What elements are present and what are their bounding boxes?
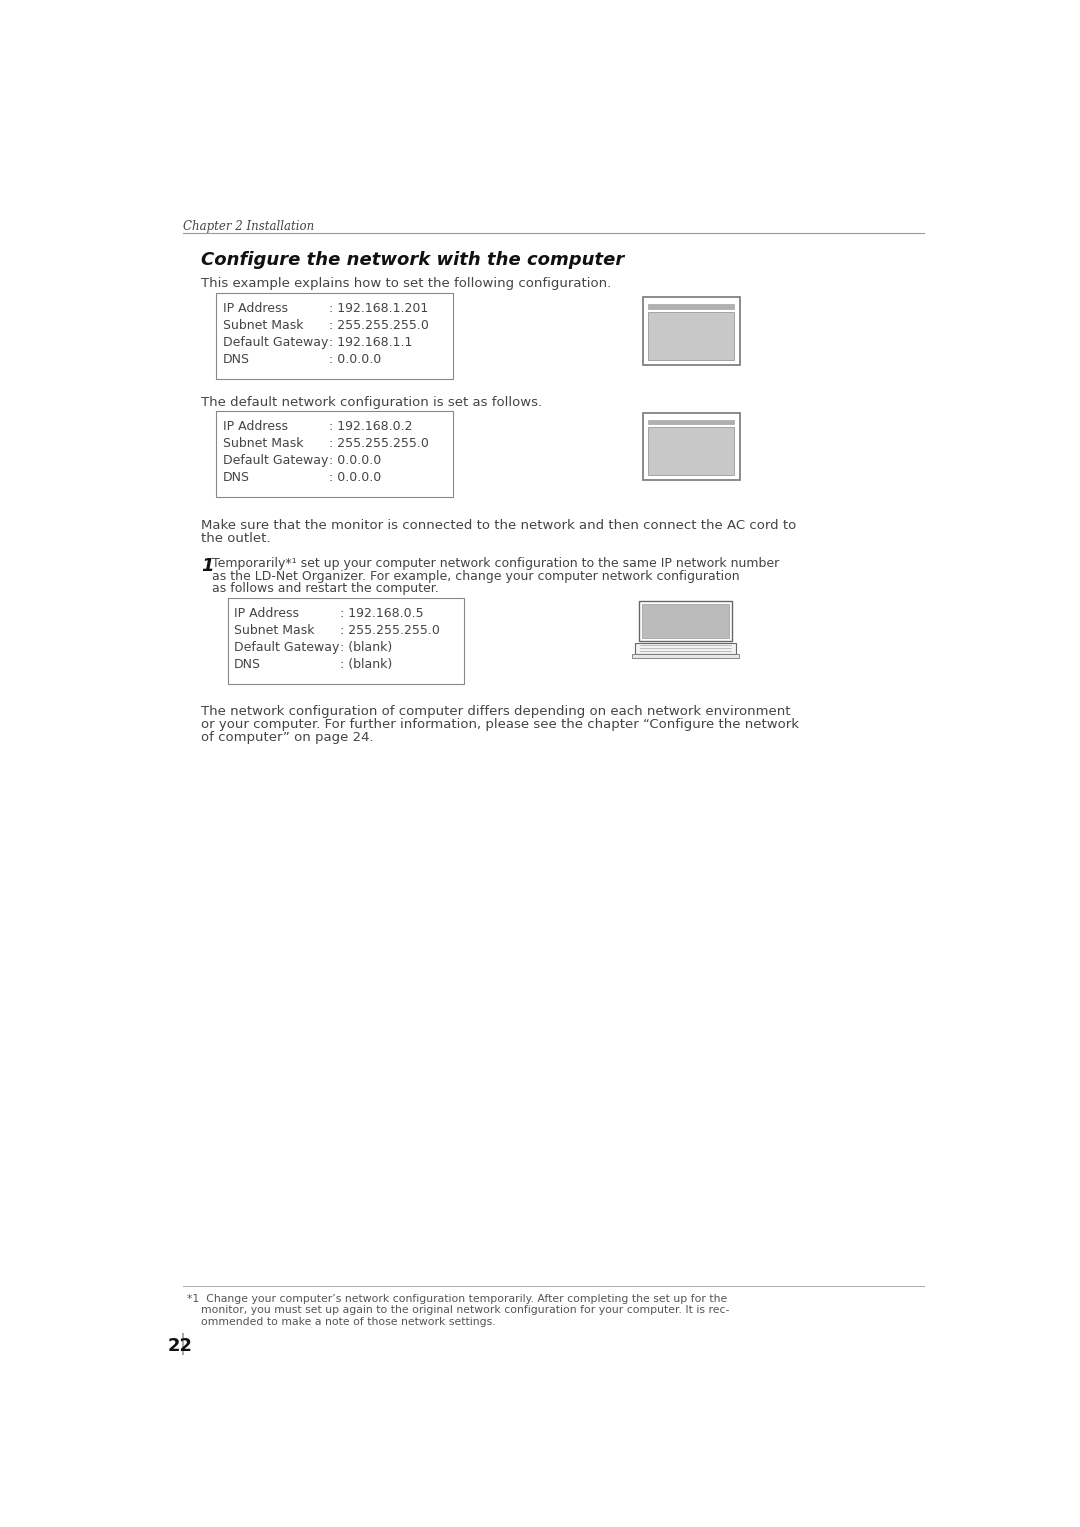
Text: 1: 1 bbox=[201, 557, 214, 576]
Text: of computer” on page 24.: of computer” on page 24. bbox=[201, 731, 374, 745]
Text: monitor, you must set up again to the original network configuration for your co: monitor, you must set up again to the or… bbox=[187, 1306, 729, 1315]
Text: IP Address: IP Address bbox=[234, 606, 299, 620]
Text: : 0.0.0.0: : 0.0.0.0 bbox=[328, 454, 381, 467]
Bar bbox=[648, 420, 734, 425]
Text: DNS: DNS bbox=[234, 658, 261, 670]
Text: as follows and restart the computer.: as follows and restart the computer. bbox=[213, 582, 440, 596]
Text: Default Gateway: Default Gateway bbox=[222, 454, 328, 467]
Text: : 255.255.255.0: : 255.255.255.0 bbox=[328, 319, 429, 331]
Text: This example explains how to set the following configuration.: This example explains how to set the fol… bbox=[201, 278, 611, 290]
Text: Default Gateway: Default Gateway bbox=[222, 336, 328, 348]
Bar bbox=[642, 605, 729, 638]
Bar bbox=[228, 597, 464, 684]
Text: : (blank): : (blank) bbox=[340, 658, 393, 670]
Text: Make sure that the monitor is connected to the network and then connect the AC c: Make sure that the monitor is connected … bbox=[201, 519, 796, 531]
Text: *1  Change your computer’s network configuration temporarily. After completing t: *1 Change your computer’s network config… bbox=[187, 1293, 727, 1304]
Text: Subnet Mask: Subnet Mask bbox=[222, 437, 303, 450]
Text: The network configuration of computer differs depending on each network environm: The network configuration of computer di… bbox=[201, 705, 791, 718]
Text: The default network configuration is set as follows.: The default network configuration is set… bbox=[201, 395, 542, 409]
Text: DNS: DNS bbox=[222, 353, 249, 365]
Bar bbox=[632, 654, 739, 658]
Text: Chapter 2 Installation: Chapter 2 Installation bbox=[183, 220, 314, 234]
Text: Default Gateway: Default Gateway bbox=[234, 641, 339, 654]
Text: the outlet.: the outlet. bbox=[201, 531, 270, 545]
Text: 22: 22 bbox=[167, 1336, 192, 1354]
Text: : 192.168.1.1: : 192.168.1.1 bbox=[328, 336, 413, 348]
Text: : 255.255.255.0: : 255.255.255.0 bbox=[328, 437, 429, 450]
Text: Configure the network with the computer: Configure the network with the computer bbox=[201, 250, 624, 269]
Bar bbox=[643, 412, 740, 481]
Bar bbox=[648, 428, 734, 475]
Text: : 192.168.0.5: : 192.168.0.5 bbox=[340, 606, 424, 620]
Text: : 0.0.0.0: : 0.0.0.0 bbox=[328, 472, 381, 484]
Text: Temporarily*¹ set up your computer network configuration to the same IP network : Temporarily*¹ set up your computer netwo… bbox=[213, 557, 780, 571]
Text: : 0.0.0.0: : 0.0.0.0 bbox=[328, 353, 381, 365]
Bar bbox=[638, 602, 732, 641]
Bar bbox=[216, 293, 453, 379]
Text: Subnet Mask: Subnet Mask bbox=[234, 623, 314, 637]
Text: : (blank): : (blank) bbox=[340, 641, 393, 654]
Text: DNS: DNS bbox=[222, 472, 249, 484]
Text: as the LD-Net Organizer. For example, change your computer network configuration: as the LD-Net Organizer. For example, ch… bbox=[213, 570, 740, 583]
Text: : 255.255.255.0: : 255.255.255.0 bbox=[340, 623, 441, 637]
Bar bbox=[216, 411, 453, 498]
Text: Subnet Mask: Subnet Mask bbox=[222, 319, 303, 331]
Bar bbox=[648, 312, 734, 359]
Text: or your computer. For further information, please see the chapter “Configure the: or your computer. For further informatio… bbox=[201, 718, 799, 731]
Text: IP Address: IP Address bbox=[222, 420, 287, 434]
Text: ommended to make a note of those network settings.: ommended to make a note of those network… bbox=[187, 1316, 496, 1327]
Bar bbox=[648, 304, 734, 308]
Bar bbox=[643, 298, 740, 365]
Bar bbox=[635, 643, 735, 654]
Text: : 192.168.1.201: : 192.168.1.201 bbox=[328, 302, 428, 315]
Text: : 192.168.0.2: : 192.168.0.2 bbox=[328, 420, 413, 434]
Text: IP Address: IP Address bbox=[222, 302, 287, 315]
